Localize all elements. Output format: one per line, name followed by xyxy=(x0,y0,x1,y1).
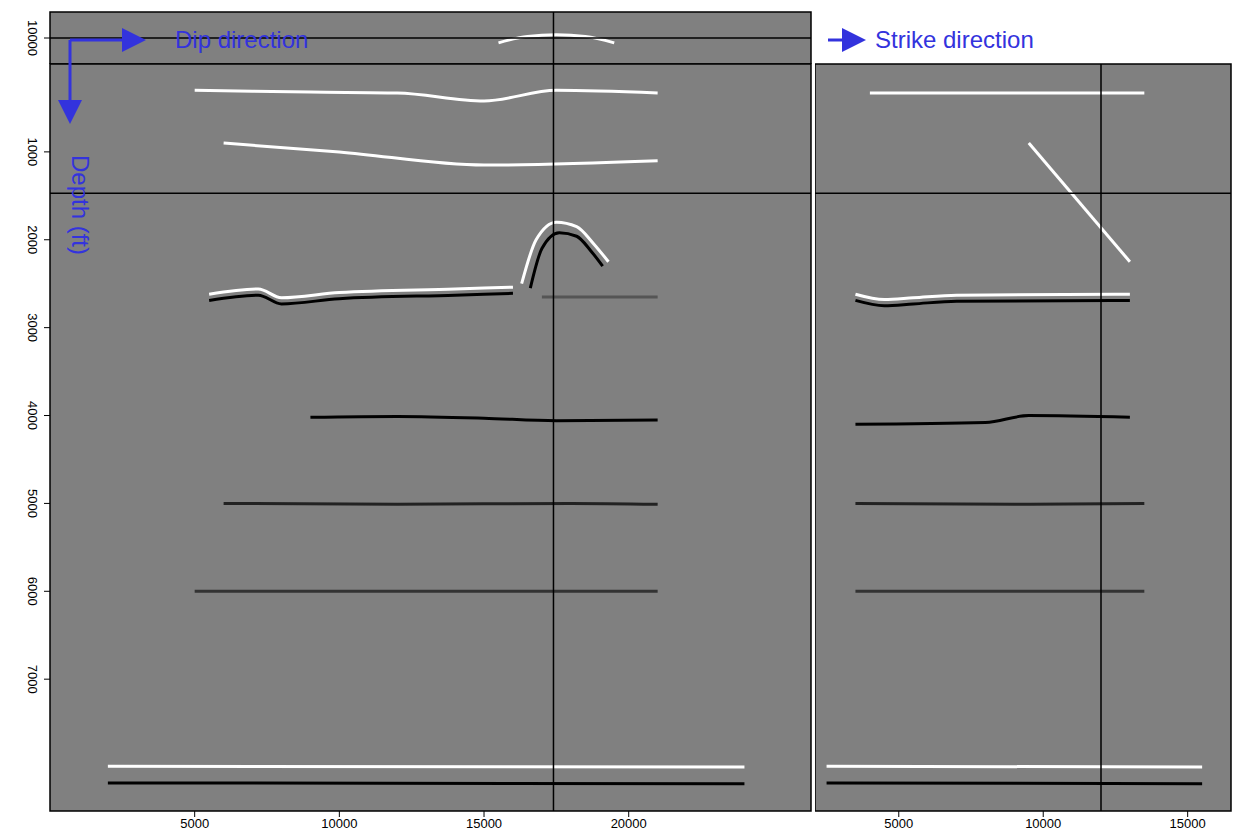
svg-text:6000: 6000 xyxy=(25,577,40,606)
svg-text:10000: 10000 xyxy=(25,20,40,56)
svg-text:Dip direction: Dip direction xyxy=(175,26,308,53)
svg-text:20000: 20000 xyxy=(611,816,647,831)
svg-text:2000: 2000 xyxy=(25,225,40,254)
svg-text:5000: 5000 xyxy=(25,489,40,518)
svg-text:5000: 5000 xyxy=(884,816,913,831)
svg-text:Strike direction: Strike direction xyxy=(875,26,1034,53)
svg-text:10000: 10000 xyxy=(321,816,357,831)
svg-text:4000: 4000 xyxy=(25,401,40,430)
svg-text:15000: 15000 xyxy=(466,816,502,831)
svg-text:15000: 15000 xyxy=(1170,816,1206,831)
svg-text:7000: 7000 xyxy=(25,665,40,694)
svg-text:1000: 1000 xyxy=(25,137,40,166)
svg-text:Depth (ft): Depth (ft) xyxy=(67,155,94,255)
svg-text:10000: 10000 xyxy=(1025,816,1061,831)
svg-text:5000: 5000 xyxy=(180,816,209,831)
svg-text:3000: 3000 xyxy=(25,313,40,342)
